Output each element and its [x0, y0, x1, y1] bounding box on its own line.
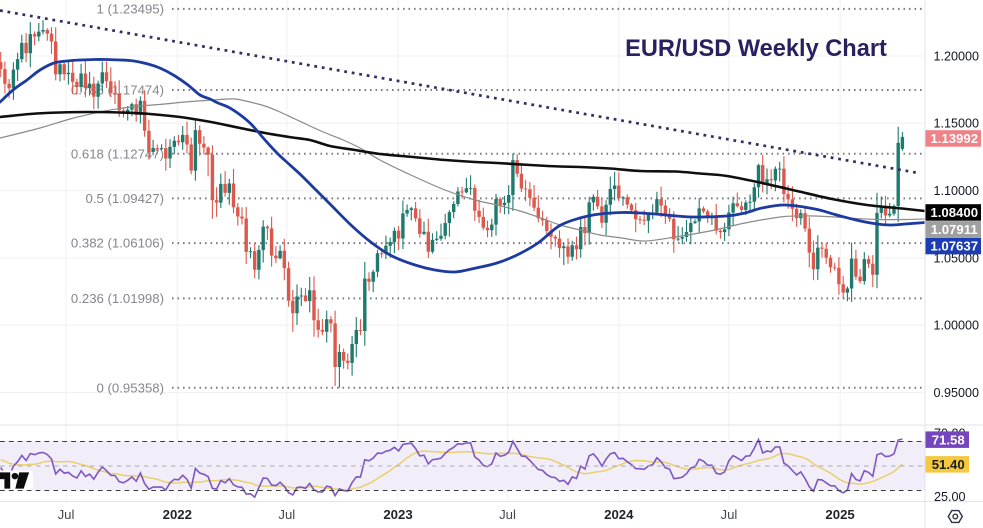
svg-text:1.20000: 1.20000 [934, 49, 980, 63]
svg-text:Jul: Jul [499, 507, 516, 522]
svg-text:EUR/USD Weekly Chart: EUR/USD Weekly Chart [625, 36, 887, 62]
svg-text:1.08400: 1.08400 [930, 205, 978, 220]
svg-text:2022: 2022 [163, 507, 192, 522]
svg-text:71.58: 71.58 [932, 432, 965, 447]
svg-text:0.236 (1.01998): 0.236 (1.01998) [71, 291, 164, 306]
svg-text:1.13992: 1.13992 [930, 131, 978, 146]
svg-text:1.05000: 1.05000 [934, 251, 980, 265]
svg-text:2025: 2025 [825, 507, 854, 522]
svg-text:0.95000: 0.95000 [934, 386, 980, 400]
svg-text:1.00000: 1.00000 [934, 319, 980, 333]
svg-text:1.07911: 1.07911 [931, 222, 978, 237]
svg-text:1.10000: 1.10000 [934, 184, 980, 198]
svg-text:25.00: 25.00 [934, 490, 966, 504]
svg-text:1 (1.23495): 1 (1.23495) [97, 2, 164, 17]
svg-text:51.40: 51.40 [932, 457, 965, 472]
svg-text:0 (0.95358): 0 (0.95358) [97, 380, 164, 395]
svg-text:0.382 (1.06106): 0.382 (1.06106) [71, 236, 164, 251]
svg-text:2024: 2024 [604, 507, 634, 522]
svg-text:Jul: Jul [58, 507, 75, 522]
svg-text:2023: 2023 [383, 507, 412, 522]
svg-text:1.15000: 1.15000 [934, 117, 980, 131]
svg-text:Jul: Jul [720, 507, 737, 522]
svg-text:Jul: Jul [278, 507, 295, 522]
svg-text:1.07637: 1.07637 [930, 239, 978, 254]
svg-text:0.5 (1.09427): 0.5 (1.09427) [86, 191, 164, 206]
svg-text:0.618 (1.12747): 0.618 (1.12747) [71, 146, 164, 161]
